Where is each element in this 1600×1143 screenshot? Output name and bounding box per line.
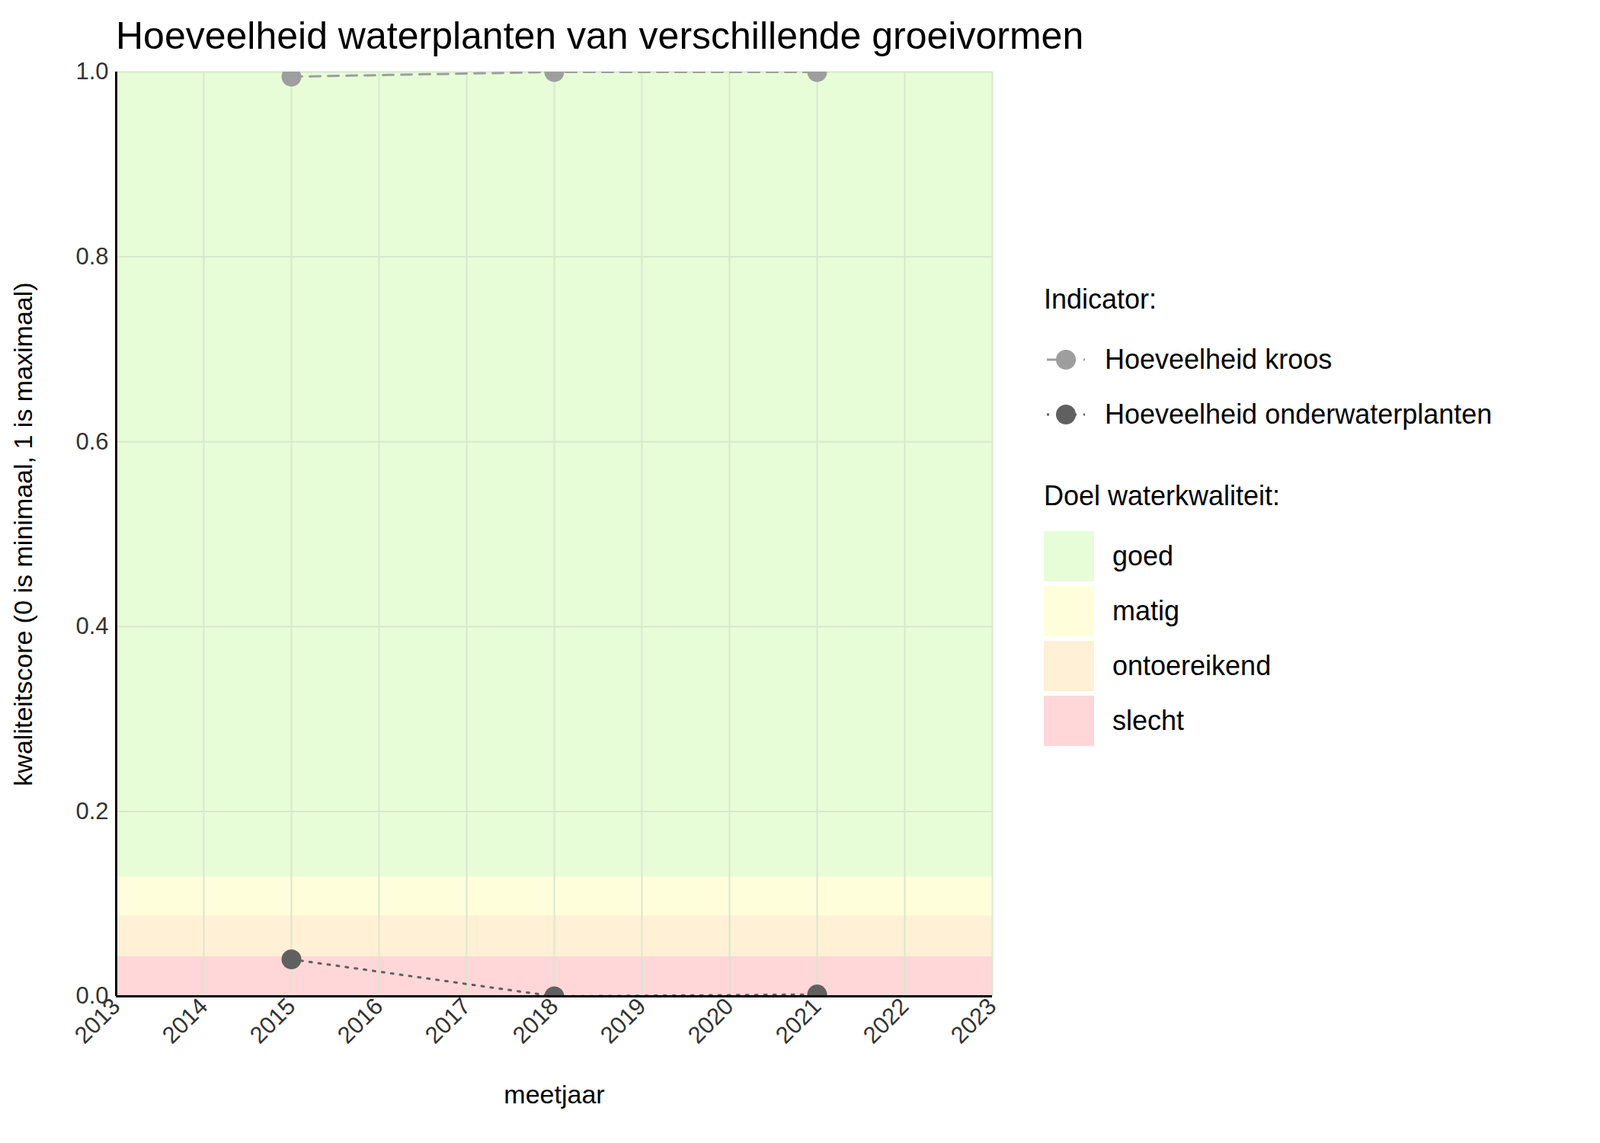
svg-text:0.4: 0.4 [75, 612, 109, 640]
svg-text:2013: 2013 [69, 992, 126, 1050]
svg-text:2023: 2023 [945, 992, 1002, 1050]
html-text:slecht: slecht [1112, 704, 1184, 736]
html-text:Hoeveelheid waterplanten van v: Hoeveelheid waterplanten van verschillen… [115, 14, 1084, 58]
html-text:matig: matig [1112, 595, 1180, 627]
html-text:Doel waterkwaliteit:: Doel waterkwaliteit: [1043, 480, 1281, 512]
html-text:Hoeveelheid onderwaterplanten: Hoeveelheid onderwaterplanten [1104, 398, 1493, 430]
svg-text:1.0: 1.0 [75, 62, 109, 85]
svg-text:2018: 2018 [507, 992, 564, 1050]
svg-text:2022: 2022 [857, 992, 915, 1050]
svg-text:0.8: 0.8 [75, 243, 109, 270]
html-text:Hoeveelheid kroos: Hoeveelheid kroos [1104, 343, 1332, 375]
html-text:Indicator:: Indicator: [1043, 283, 1157, 315]
svg-text:2015: 2015 [244, 992, 301, 1050]
svg-text:2014: 2014 [156, 992, 214, 1050]
svg-text:0.2: 0.2 [75, 797, 109, 825]
svg-text:2017: 2017 [419, 992, 477, 1050]
html-text:ontoereikend: ontoereikend [1112, 649, 1272, 682]
svg-text:2016: 2016 [332, 992, 389, 1050]
svg-text:0.6: 0.6 [75, 428, 109, 455]
svg-text:2019: 2019 [595, 992, 652, 1050]
svg-text:kwaliteitscore (0 is minimaal,: kwaliteitscore (0 is minimaal, 1 is maxi… [8, 281, 38, 786]
svg-text:2021: 2021 [770, 992, 827, 1050]
svg-text:2020: 2020 [682, 992, 740, 1050]
svg-text:meetjaar: meetjaar [503, 1079, 605, 1109]
svg-text:0.0: 0.0 [75, 982, 109, 1010]
html-text:goed: goed [1112, 540, 1174, 572]
